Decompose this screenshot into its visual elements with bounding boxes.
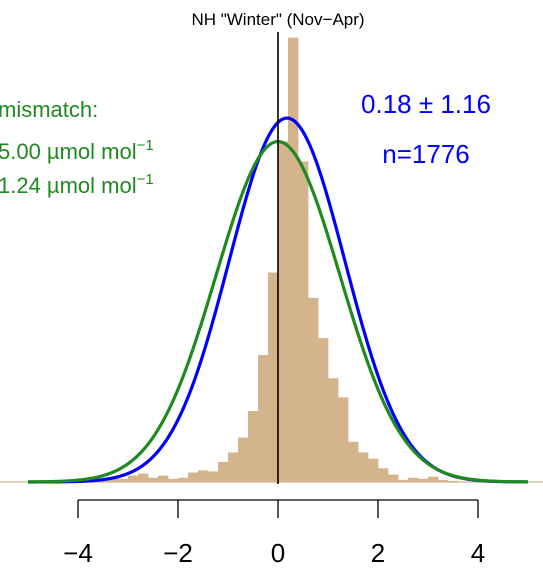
histogram-bar-20 (268, 272, 279, 482)
histogram-bar-4 (108, 477, 119, 482)
histogram-bar-27 (338, 397, 349, 482)
histogram-bars (68, 37, 459, 483)
histogram-bar-7 (138, 473, 149, 482)
histogram-bar-10 (168, 478, 179, 482)
mismatch-unit-exponent-2: −1 (137, 171, 154, 188)
histogram-bar-31 (378, 468, 389, 482)
histogram-bar-35 (418, 478, 429, 482)
x-tick-label-0: −4 (63, 538, 93, 568)
mismatch-value-1-text: 5.00 µmol mol (0, 139, 137, 164)
histogram-bar-17 (238, 437, 249, 482)
mismatch-value-2: 1.24 µmol mol−1 (0, 171, 154, 198)
histogram-bar-30 (368, 458, 379, 482)
histogram-bar-6 (128, 475, 139, 482)
mismatch-label: mismatch: (0, 97, 98, 122)
histogram-bar-14 (208, 471, 219, 482)
histogram-bar-28 (348, 441, 359, 482)
x-tick-label-2: 0 (271, 538, 285, 568)
histogram-bar-24 (308, 297, 319, 482)
histogram-bar-29 (358, 452, 369, 482)
x-tick-label-3: 2 (371, 538, 385, 568)
mismatch-value-2-text: 1.24 µmol mol (0, 173, 137, 198)
chart-title: NH "Winter" (Nov−Apr) (191, 10, 364, 29)
mismatch-value-1: 5.00 µmol mol−1 (0, 137, 154, 164)
histogram-bar-13 (198, 470, 209, 482)
histogram-bar-18 (248, 411, 259, 482)
histogram-bar-19 (258, 355, 269, 482)
histogram-bar-34 (408, 477, 419, 482)
mismatch-unit-exponent-1: −1 (137, 137, 154, 154)
histogram-bar-22 (288, 37, 299, 483)
x-axis: −4 −2 0 2 4 (63, 499, 485, 568)
histogram-bar-16 (228, 452, 239, 482)
histogram-bar-15 (218, 461, 229, 482)
histogram-bar-26 (328, 378, 339, 482)
histogram-bar-12 (188, 472, 199, 482)
histogram-bar-5 (118, 478, 129, 482)
x-tick-label-1: −2 (163, 538, 193, 568)
histogram-bar-33 (398, 479, 409, 482)
histogram-bar-8 (148, 477, 159, 482)
histogram-bar-23 (298, 161, 309, 482)
histogram-bar-36 (428, 476, 439, 482)
histogram-bar-32 (388, 474, 399, 482)
stats-count: n=1776 (382, 139, 469, 169)
histogram-bar-9 (158, 475, 169, 482)
x-tick-label-4: 4 (471, 538, 485, 568)
histogram-bar-37 (438, 479, 449, 482)
histogram-bar-25 (318, 338, 329, 482)
histogram-bar-11 (178, 477, 189, 482)
histogram-bar-21 (278, 141, 289, 483)
stats-mean-sd: 0.18 ± 1.16 (361, 89, 491, 119)
